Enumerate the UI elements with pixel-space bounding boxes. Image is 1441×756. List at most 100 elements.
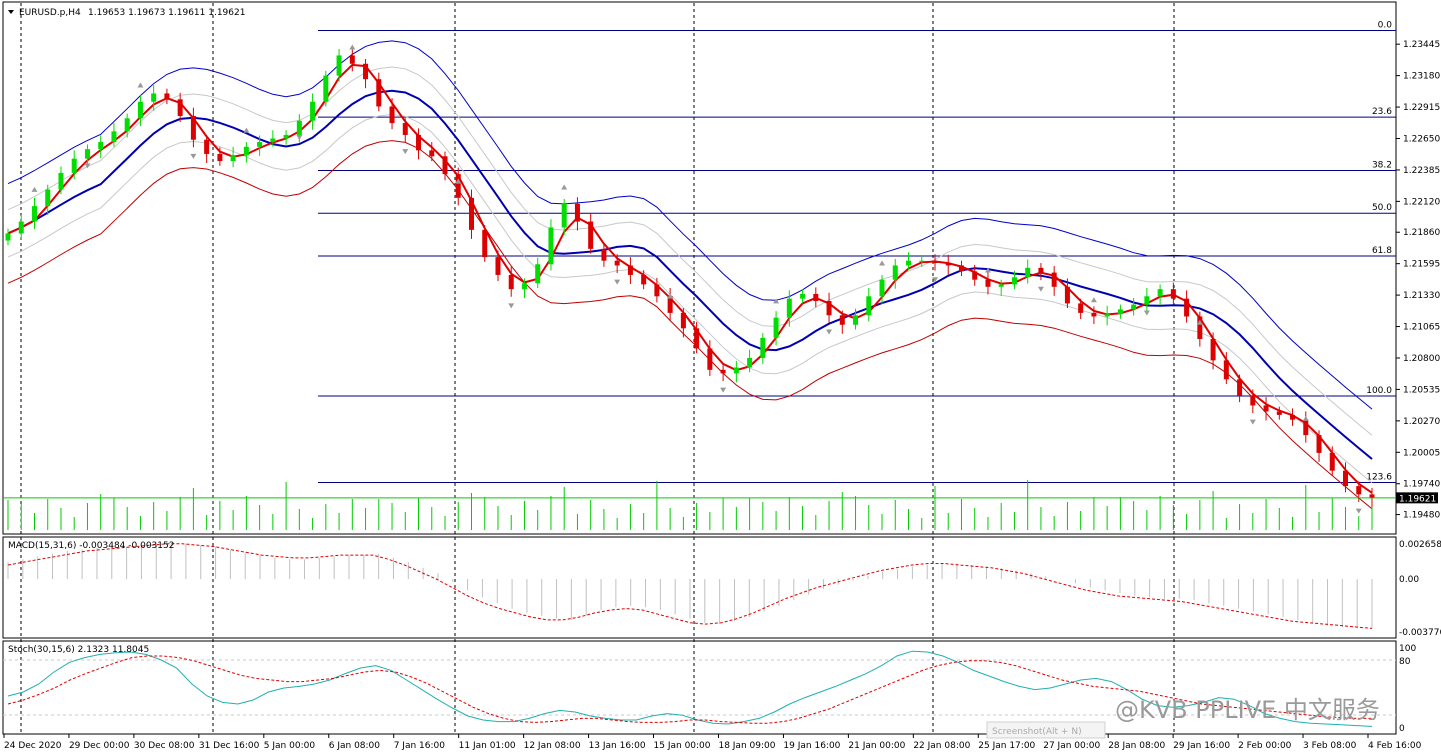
time-tick-label: 3 Feb 08:00 [1303, 741, 1357, 751]
time-tick-label: 31 Dec 16:00 [199, 741, 260, 751]
candle-body [839, 315, 845, 325]
symbol-label: EURUSD.p,H4 [19, 8, 81, 18]
candle-body [482, 229, 488, 258]
candle-body [773, 317, 779, 338]
candle-body [1091, 312, 1097, 317]
time-tick-label: 27 Jan 00:00 [1043, 741, 1100, 751]
candle-body [866, 296, 872, 316]
candle-body [641, 274, 647, 285]
price-tick-label: 1.21065 [1403, 323, 1440, 333]
candle-body [389, 106, 395, 124]
time-tick-label: 25 Jan 17:00 [978, 741, 1035, 751]
time-tick-label: 13 Jan 16:00 [589, 741, 646, 751]
fractal-up-icon [773, 298, 780, 304]
candle-body [1131, 304, 1137, 310]
time-axis: 24 Dec 2020 29 Dec 00:00 30 Dec 08:00 31 De… [3, 734, 1422, 751]
candle-body [733, 367, 739, 374]
candle-body [680, 312, 686, 329]
candle-body [1051, 272, 1057, 287]
fib-label: 38.2 [1372, 161, 1392, 171]
candle-body [217, 153, 223, 162]
candle-body [998, 284, 1004, 287]
candle-body [853, 315, 859, 325]
candle-body [137, 101, 143, 119]
candle-body [5, 233, 11, 241]
fractal-up-icon [984, 267, 991, 273]
candle-body [349, 55, 355, 64]
time-tick-label: 6 Jan 08:00 [329, 741, 381, 751]
time-tick-label: 21 Jan 00:00 [848, 741, 905, 751]
time-tick-label: 7 Jan 16:00 [394, 741, 446, 751]
candle-body [588, 221, 594, 249]
time-tick-label: 29 Jan 16:00 [1173, 741, 1230, 751]
candle-body [614, 260, 620, 266]
candle-body [627, 265, 633, 275]
candle-body [1263, 405, 1269, 412]
price-tick-label: 1.21860 [1403, 228, 1440, 238]
fractal-down-icon [720, 387, 727, 393]
screenshot-hint-box[interactable] [986, 721, 1106, 739]
candle-body [535, 264, 541, 284]
stoch-ytick: 80 [1399, 657, 1411, 667]
macd-series [7, 543, 1373, 629]
macd-panel [2, 536, 1397, 639]
price-tick-label: 1.19740 [1403, 480, 1440, 490]
candle-body [1064, 286, 1070, 304]
candle-body [720, 369, 726, 374]
stoch-main-line [7, 650, 1373, 727]
candle-body [442, 156, 448, 175]
candlesticks [5, 47, 1375, 507]
candle-body [270, 138, 276, 143]
candle-body [972, 271, 978, 280]
candle-body [336, 55, 342, 76]
candle-body [826, 301, 832, 316]
ohlc-label: 1.19653 1.19673 1.19611 1.19621 [88, 8, 245, 18]
candle-body [416, 134, 422, 151]
candle-body [84, 149, 90, 159]
fib-label: 23.6 [1372, 107, 1392, 117]
time-tick-label: 28 Jan 08:00 [1108, 741, 1165, 751]
vertical-grid [20, 3, 1175, 733]
stoch-series [7, 650, 1373, 727]
candle-body [548, 227, 554, 265]
candle-body [654, 284, 660, 297]
candle-body [204, 139, 210, 154]
macd-ytick: 0.00 [1399, 575, 1419, 585]
candle-body [1078, 303, 1084, 313]
chevron-down-icon[interactable] [8, 10, 14, 14]
candle-body [257, 142, 263, 147]
candle-body [800, 293, 806, 299]
candle-body [1170, 289, 1176, 299]
candle-body [230, 155, 236, 162]
candle-body [164, 93, 170, 100]
candle-body [694, 328, 700, 349]
candle-body [376, 79, 382, 107]
time-tick-label: 15 Jan 00:00 [654, 741, 711, 751]
candle-body [747, 357, 753, 368]
time-tick-label: 11 Jan 01:00 [459, 741, 516, 751]
fractal-down-icon [1143, 310, 1150, 316]
candle-body [18, 221, 24, 234]
candle-body [906, 260, 912, 266]
fractal-up-icon [349, 44, 356, 50]
main-panel [2, 1, 1397, 535]
time-tick-label: 19 Jan 16:00 [783, 741, 840, 751]
screenshot-hint: Screenshot(Alt + N) [992, 727, 1082, 737]
candle-body [892, 265, 898, 280]
candle-body [402, 123, 408, 135]
candle-body [1117, 309, 1123, 315]
candle-body [45, 189, 51, 207]
candle-body [1290, 414, 1296, 420]
fractal-up-icon [137, 82, 144, 88]
candle-body [468, 197, 474, 230]
time-tick-label: 29 Dec 00:00 [69, 741, 130, 751]
current-price-box [1396, 492, 1438, 504]
candle-body [323, 75, 329, 102]
fractal-up-icon [879, 260, 886, 266]
fractal-down-icon [1037, 286, 1044, 292]
price-tick-label: 1.20005 [1403, 448, 1440, 458]
candle-body [945, 263, 951, 266]
fractal-down-icon [84, 163, 91, 169]
fib-label: 50.0 [1372, 203, 1392, 213]
